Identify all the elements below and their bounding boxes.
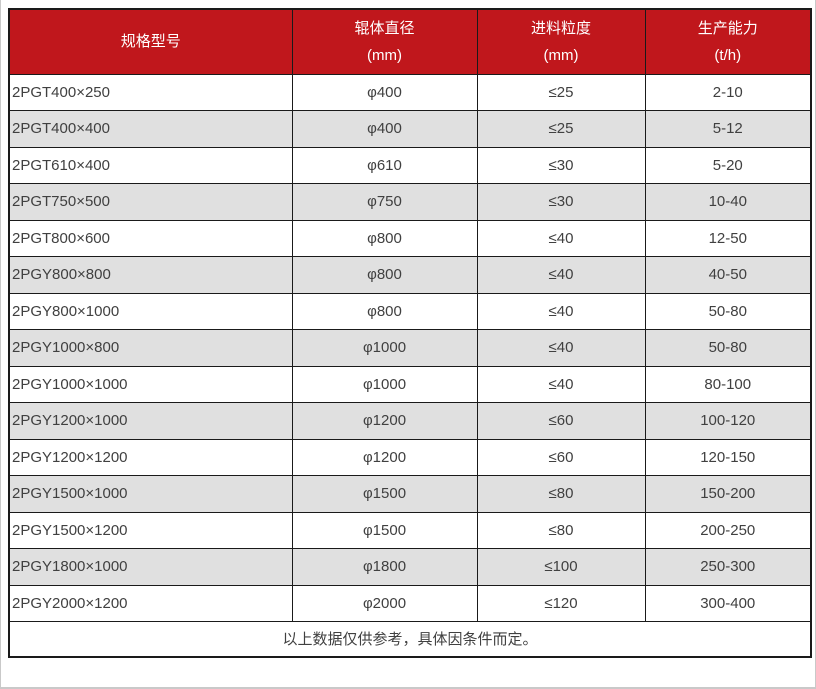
model-cell: 2PGY800×800 <box>8 256 293 294</box>
capacity-cell: 100-120 <box>644 402 812 440</box>
table-row: 2PGY1200×1200 φ1200 ≤60 120-150 <box>8 438 812 476</box>
diameter-cell: φ1500 <box>291 475 478 513</box>
feed-size-cell: ≤40 <box>476 329 646 367</box>
capacity-cell: 200-250 <box>644 511 812 549</box>
feed-size-cell: ≤80 <box>476 511 646 549</box>
capacity-cell: 12-50 <box>644 219 812 257</box>
column-header-feed-size: 进料粒度 (mm) <box>476 8 646 75</box>
table-row: 2PGY1000×1000 φ1000 ≤40 80-100 <box>8 365 812 403</box>
capacity-cell: 10-40 <box>644 183 812 221</box>
table-row: 2PGY1000×800 φ1000 ≤40 50-80 <box>8 329 812 367</box>
model-cell: 2PGT610×400 <box>8 146 293 184</box>
model-cell: 2PGY1500×1000 <box>8 475 293 513</box>
model-cell: 2PGY1500×1200 <box>8 511 293 549</box>
feed-size-cell: ≤30 <box>476 183 646 221</box>
model-cell: 2PGY1200×1000 <box>8 402 293 440</box>
diameter-cell: φ610 <box>291 146 478 184</box>
feed-size-cell: ≤60 <box>476 402 646 440</box>
capacity-cell: 300-400 <box>644 584 812 622</box>
capacity-cell: 5-12 <box>644 110 812 148</box>
model-cell: 2PGY1200×1200 <box>8 438 293 476</box>
diameter-cell: φ400 <box>291 73 478 111</box>
feed-size-cell: ≤40 <box>476 365 646 403</box>
table-row: 2PGT750×500 φ750 ≤30 10-40 <box>8 183 812 221</box>
diameter-cell: φ1200 <box>291 438 478 476</box>
model-cell: 2PGY1000×800 <box>8 329 293 367</box>
model-cell: 2PGY1000×1000 <box>8 365 293 403</box>
diameter-cell: φ1000 <box>291 365 478 403</box>
diameter-cell: φ800 <box>291 292 478 330</box>
diameter-cell: φ2000 <box>291 584 478 622</box>
spec-table: 规格型号 辊体直径 (mm) 进料粒度 (mm) 生产能力 (t/h) 2PGT… <box>8 8 812 658</box>
capacity-cell: 50-80 <box>644 329 812 367</box>
diameter-cell: φ750 <box>291 183 478 221</box>
table-row: 2PGY800×1000 φ800 ≤40 50-80 <box>8 292 812 330</box>
diameter-cell: φ400 <box>291 110 478 148</box>
table-row: 2PGT400×400 φ400 ≤25 5-12 <box>8 110 812 148</box>
model-cell: 2PGT400×400 <box>8 110 293 148</box>
feed-size-cell: ≤30 <box>476 146 646 184</box>
feed-size-cell: ≤100 <box>476 548 646 586</box>
table-row: 2PGT800×600 φ800 ≤40 12-50 <box>8 219 812 257</box>
table-row: 2PGY1500×1000 φ1500 ≤80 150-200 <box>8 475 812 513</box>
table-row: 2PGY1800×1000 φ1800 ≤100 250-300 <box>8 548 812 586</box>
column-header-model-label: 规格型号 <box>120 33 181 51</box>
model-cell: 2PGY2000×1200 <box>8 584 293 622</box>
column-header-capacity: 生产能力 (t/h) <box>644 8 812 75</box>
column-header-capacity-unit: (t/h) <box>714 46 742 64</box>
feed-size-cell: ≤40 <box>476 256 646 294</box>
column-header-capacity-label: 生产能力 <box>697 19 758 37</box>
feed-size-cell: ≤60 <box>476 438 646 476</box>
feed-size-cell: ≤25 <box>476 110 646 148</box>
model-cell: 2PGT800×600 <box>8 219 293 257</box>
capacity-cell: 250-300 <box>644 548 812 586</box>
capacity-cell: 50-80 <box>644 292 812 330</box>
column-header-roller-diameter-unit: (mm) <box>367 46 402 64</box>
capacity-cell: 120-150 <box>644 438 812 476</box>
capacity-cell: 150-200 <box>644 475 812 513</box>
diameter-cell: φ1800 <box>291 548 478 586</box>
table-row: 2PGY800×800 φ800 ≤40 40-50 <box>8 256 812 294</box>
diameter-cell: φ1200 <box>291 402 478 440</box>
spec-table-body: 2PGT400×250 φ400 ≤25 2-10 2PGT400×400 φ400 ≤25… <box>8 73 812 622</box>
footnote-text: 以上数据仅供参考，具体因条件而定。 <box>8 621 812 657</box>
spec-table-header: 规格型号 辊体直径 (mm) 进料粒度 (mm) 生产能力 (t/h) <box>8 8 812 75</box>
model-cell: 2PGY1800×1000 <box>8 548 293 586</box>
feed-size-cell: ≤40 <box>476 292 646 330</box>
model-cell: 2PGT750×500 <box>8 183 293 221</box>
column-header-feed-size-label: 进料粒度 <box>530 19 591 37</box>
model-cell: 2PGT400×250 <box>8 73 293 111</box>
feed-size-cell: ≤120 <box>476 584 646 622</box>
column-header-feed-size-unit: (mm) <box>543 46 579 64</box>
table-row: 2PGT400×250 φ400 ≤25 2-10 <box>8 73 812 111</box>
diameter-cell: φ1000 <box>291 329 478 367</box>
feed-size-cell: ≤80 <box>476 475 646 513</box>
column-header-roller-diameter-label: 辊体直径 <box>354 19 415 37</box>
footnote-row: 以上数据仅供参考，具体因条件而定。 <box>8 621 812 657</box>
spec-table-footer: 以上数据仅供参考，具体因条件而定。 <box>8 621 812 657</box>
table-row: 2PGT610×400 φ610 ≤30 5-20 <box>8 146 812 184</box>
diameter-cell: φ1500 <box>291 511 478 549</box>
table-row: 2PGY1200×1000 φ1200 ≤60 100-120 <box>8 402 812 440</box>
table-row: 2PGY2000×1200 φ2000 ≤120 300-400 <box>8 584 812 622</box>
feed-size-cell: ≤25 <box>476 73 646 111</box>
model-cell: 2PGY800×1000 <box>8 292 293 330</box>
column-header-roller-diameter: 辊体直径 (mm) <box>291 8 478 75</box>
header-row: 规格型号 辊体直径 (mm) 进料粒度 (mm) 生产能力 (t/h) <box>8 8 812 75</box>
table-row: 2PGY1500×1200 φ1500 ≤80 200-250 <box>8 511 812 549</box>
column-header-model: 规格型号 <box>8 8 293 75</box>
feed-size-cell: ≤40 <box>476 219 646 257</box>
capacity-cell: 80-100 <box>644 365 812 403</box>
capacity-cell: 5-20 <box>644 146 812 184</box>
capacity-cell: 2-10 <box>644 73 812 111</box>
diameter-cell: φ800 <box>291 219 478 257</box>
diameter-cell: φ800 <box>291 256 478 294</box>
capacity-cell: 40-50 <box>644 256 812 294</box>
